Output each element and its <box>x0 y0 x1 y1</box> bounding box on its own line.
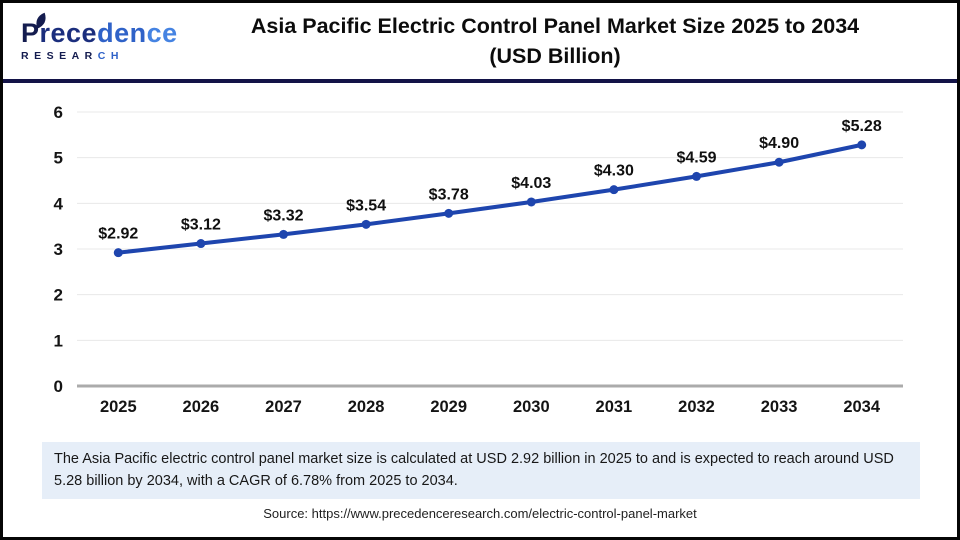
x-tick-label: 2029 <box>430 398 467 416</box>
data-point <box>279 229 288 239</box>
chart-title-line2: (USD Billion) <box>489 44 621 68</box>
x-tick-label: 2034 <box>843 398 881 416</box>
logo-text-part: P <box>21 18 40 48</box>
data-point <box>526 197 536 207</box>
data-point-label: $3.78 <box>429 186 469 203</box>
data-point-label: $3.32 <box>263 207 303 224</box>
y-tick-label: 4 <box>54 194 64 213</box>
data-point-label: $5.28 <box>842 118 882 135</box>
x-tick-label: 2028 <box>348 398 385 416</box>
x-tick-label: 2032 <box>678 398 715 416</box>
y-tick-label: 3 <box>54 240 63 259</box>
x-tick-label: 2027 <box>265 398 302 416</box>
logo-brand: Precedence <box>21 12 193 48</box>
x-tick-label: 2031 <box>596 398 633 416</box>
y-tick-label: 1 <box>54 331 63 350</box>
data-point-label: $3.54 <box>346 197 386 214</box>
data-point <box>609 185 619 195</box>
logo-subtitle-part: RESEAR <box>21 50 98 62</box>
data-point <box>196 239 206 249</box>
data-point-label: $3.12 <box>181 217 221 234</box>
data-point <box>692 171 701 181</box>
trend-line <box>116 142 864 255</box>
data-point <box>444 208 454 218</box>
chart-title-line1: Asia Pacific Electric Control Panel Mark… <box>250 14 860 38</box>
source-citation: Source: https://www.precedenceresearch.c… <box>263 505 697 521</box>
logo-subtitle: RESEARCH <box>21 50 193 62</box>
data-point-label: $4.90 <box>759 135 799 152</box>
logo-text-part: ce <box>146 18 178 48</box>
data-point-label: $4.30 <box>594 163 634 180</box>
data-point-label: $2.92 <box>98 226 138 243</box>
x-tick-label: 2026 <box>183 398 220 416</box>
leaf-icon <box>36 12 46 29</box>
x-tick-label: 2033 <box>761 398 798 416</box>
x-tick-label: 2025 <box>100 398 137 416</box>
precedence-logo: Precedence RESEARCH <box>3 12 193 62</box>
logo-text-part: rece <box>39 18 98 48</box>
header: Precedence RESEARCH Asia Pacific Electri… <box>3 3 957 83</box>
chart-area: 0 1 2 3 4 5 6 2025 2026 2027 2028 2029 2030 2031 2032 2… <box>3 83 957 435</box>
summary-note: The Asia Pacific electric control panel … <box>42 442 920 499</box>
data-point <box>857 140 867 150</box>
data-point <box>361 219 371 229</box>
title-box: Asia Pacific Electric Control Panel Mark… <box>193 11 957 71</box>
data-point <box>774 157 784 167</box>
y-tick-label: 0 <box>54 377 63 396</box>
data-point-label: $4.03 <box>511 175 551 192</box>
logo-subtitle-part: CH <box>97 50 124 62</box>
line-chart-canvas: 0 1 2 3 4 5 6 2025 2026 2027 2028 2029 2030 2031 2032 2… <box>54 103 903 416</box>
x-tick-label: 2030 <box>513 398 550 416</box>
y-tick-label: 5 <box>54 149 63 168</box>
data-point <box>113 248 123 258</box>
y-tick-label: 6 <box>54 103 63 122</box>
y-tick-label: 2 <box>54 286 63 305</box>
data-point-label: $4.59 <box>676 149 716 166</box>
logo-text-part: den <box>97 18 147 48</box>
